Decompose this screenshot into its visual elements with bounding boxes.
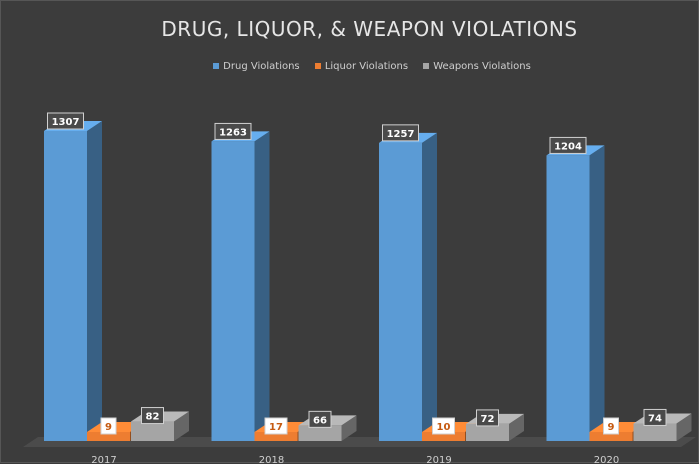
data-label-bar-liquor-2020: 9 — [608, 422, 615, 433]
bar-drug-2018-side — [254, 131, 270, 442]
bar-weapons-2017 — [131, 421, 174, 441]
data-label-box-bar-liquor-2019 — [432, 417, 455, 435]
data-label-box-bar-weapons-2019 — [476, 409, 499, 427]
bar-liquor-2017 — [87, 432, 130, 441]
data-label-box-bar-drug-2019 — [382, 124, 419, 142]
legend-swatch-drug — [213, 63, 220, 69]
data-label-box-bar-drug-2020 — [549, 136, 587, 154]
legend: Drug Violations Liquor Violations Weapon… — [1, 61, 699, 72]
data-label-box-bar-liquor-2017 — [100, 417, 117, 435]
x-tick-label-2020: 2020 — [594, 455, 619, 464]
data-label-box-bar-drug-2017 — [47, 112, 84, 130]
bar-liquor-2019 — [422, 432, 465, 441]
chart-title: DRUG, LIQUOR, & WEAPON VIOLATIONS — [161, 17, 578, 41]
data-label-bar-weapons-2017: 82 — [146, 412, 160, 423]
data-label-bar-weapons-2019: 72 — [481, 414, 495, 425]
data-label-box-bar-weapons-2020 — [643, 408, 667, 426]
bar-drug-2019-side — [422, 132, 437, 441]
data-label-bar-drug-2020: 1204 — [554, 141, 582, 152]
bar-weapons-2020-side — [676, 413, 692, 441]
data-label-bar-drug-2018: 1263 — [219, 127, 247, 138]
legend-item-liquor: Liquor Violations — [314, 61, 409, 72]
data-label-bar-liquor-2019: 10 — [437, 422, 451, 433]
data-label-bar-liquor-2017: 9 — [105, 422, 112, 433]
bar-weapons-2019 — [466, 423, 509, 441]
legend-item-drug: Drug Violations — [213, 61, 300, 72]
bar-drug-2017-side — [87, 121, 102, 441]
data-label-box-bar-drug-2018 — [214, 122, 252, 140]
bar-drug-2018 — [211, 141, 255, 442]
x-tick-label-2018: 2018 — [259, 455, 284, 464]
data-label-box-bar-liquor-2020 — [603, 417, 619, 435]
data-label-bar-drug-2017: 1307 — [52, 117, 80, 128]
floor — [23, 437, 696, 447]
data-label-box-bar-weapons-2018 — [308, 410, 332, 428]
data-label-box-bar-weapons-2017 — [141, 407, 164, 425]
x-tick-label-2019: 2019 — [426, 455, 451, 464]
x-tick-label-2017: 2017 — [91, 455, 116, 464]
data-label-box-bar-liquor-2018 — [264, 417, 288, 435]
legend-swatch-liquor — [314, 63, 321, 69]
bar-weapons-2018-side — [341, 415, 357, 441]
legend-label-liquor: Liquor Violations — [324, 61, 409, 72]
bar-liquor-2020 — [589, 432, 633, 441]
data-label-bar-weapons-2020: 74 — [648, 413, 662, 424]
bar-drug-2019 — [379, 142, 422, 441]
bar-weapons-2017-side — [174, 411, 189, 441]
legend-item-weapons: Weapons Violations — [423, 61, 531, 72]
bar-weapons-2020 — [633, 423, 677, 441]
bar-drug-2020-side — [589, 145, 605, 441]
legend-swatch-weapons — [423, 63, 430, 69]
bar-liquor-2018 — [254, 432, 298, 441]
bar-weapons-2018 — [298, 425, 342, 441]
bar-drug-2017 — [44, 131, 87, 441]
bar-weapons-2019-side — [509, 413, 524, 441]
bar-drug-2020 — [546, 155, 590, 441]
legend-label-weapons: Weapons Violations — [433, 61, 531, 72]
data-label-bar-weapons-2018: 66 — [313, 415, 327, 426]
data-label-bar-drug-2019: 1257 — [387, 129, 415, 140]
legend-label-drug: Drug Violations — [223, 61, 300, 72]
data-label-bar-liquor-2018: 17 — [269, 422, 283, 433]
